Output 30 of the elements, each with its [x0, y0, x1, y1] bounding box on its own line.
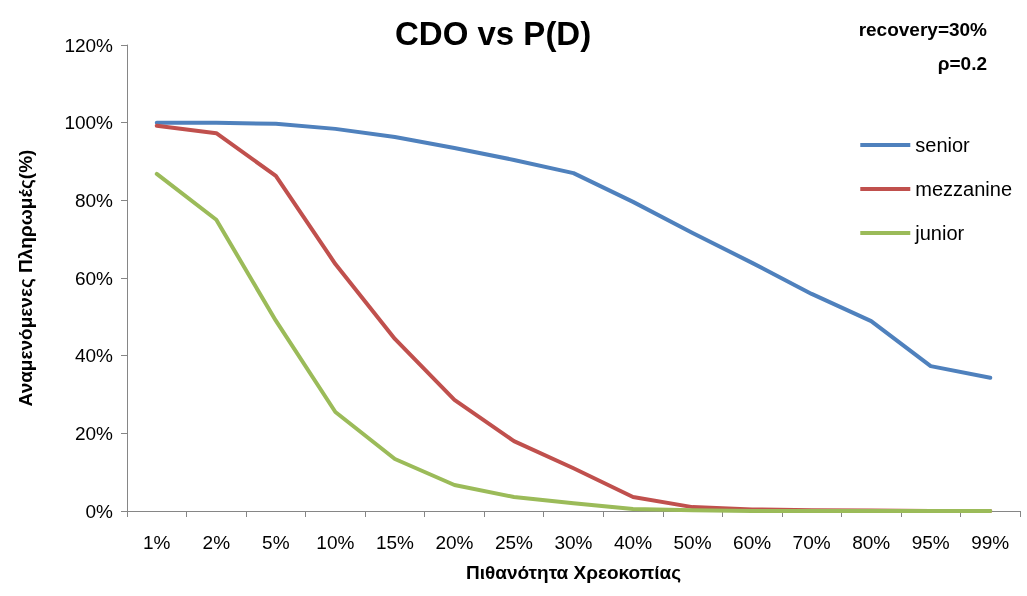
chart-title: CDO vs P(D)	[395, 15, 592, 52]
text: recovery=30%	[858, 19, 988, 40]
x-tick-label: 25%	[494, 532, 534, 553]
x-tick-label: 95%	[911, 532, 950, 553]
x-tick-label: 2%	[202, 532, 231, 553]
x-tick-label: 15%	[375, 532, 415, 553]
annotation: ρ=0.2	[937, 53, 987, 74]
x-tick-label: 20%	[435, 532, 474, 553]
y-tick-label: 80%	[74, 189, 114, 211]
y-tick-label: 60%	[74, 267, 114, 289]
legend-label: mezzanine	[915, 178, 1012, 200]
legend-label: senior	[915, 134, 971, 156]
y-tick-label: 20%	[74, 422, 114, 444]
x-tick-label: 50%	[673, 532, 712, 553]
x-tick-label: 10%	[316, 532, 355, 553]
y-tick-label: 0%	[85, 500, 114, 522]
legend-label: junior	[914, 222, 965, 244]
x-tick-label: 60%	[733, 532, 772, 553]
x-tick-label: 1%	[143, 532, 171, 553]
x-tick-label: 80%	[852, 532, 891, 553]
x-tick-label: 5%	[262, 532, 290, 553]
x-tick-label: 99%	[971, 532, 1010, 553]
y-tick-label: 120%	[64, 34, 114, 56]
x-tick-label: 70%	[792, 532, 831, 553]
x-tick-label: 30%	[554, 532, 593, 553]
x-axis-title: Πιθανότητα Χρεοκοπίας	[465, 562, 682, 583]
y-tick-label: 40%	[74, 345, 114, 367]
y-axis-title: Αναμενόμενες Πληρωμές(%)	[15, 149, 36, 407]
x-tick-label: 40%	[614, 532, 653, 553]
y-tick-label: 100%	[64, 112, 114, 134]
